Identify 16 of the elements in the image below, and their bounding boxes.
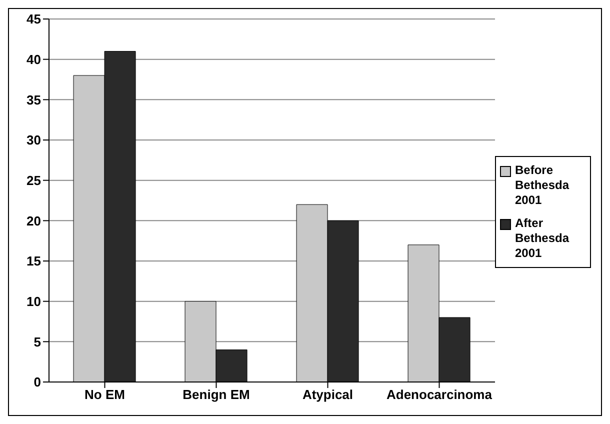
y-tick-label: 20 — [26, 213, 41, 228]
y-tick-label: 0 — [34, 374, 41, 390]
y-tick-label: 10 — [26, 294, 41, 309]
legend-label: Before Bethesda 2001 — [515, 163, 570, 208]
x-tick-label: Benign EM — [182, 387, 250, 402]
y-tick-label: 25 — [26, 172, 41, 188]
y-tick-label: 15 — [26, 254, 41, 269]
x-tick-label: No EM — [84, 387, 125, 402]
x-tick-label: Atypical — [302, 387, 354, 402]
y-tick-label: 40 — [26, 52, 41, 67]
y-tick-label: 5 — [34, 334, 41, 350]
y-tick-label: 35 — [26, 92, 41, 108]
y-tick-label: 30 — [26, 132, 41, 148]
x-tick-label: Adenocarcinoma — [386, 387, 493, 402]
legend-label: After Bethesda 2001 — [515, 216, 570, 261]
y-tick-label: 45 — [26, 12, 41, 27]
